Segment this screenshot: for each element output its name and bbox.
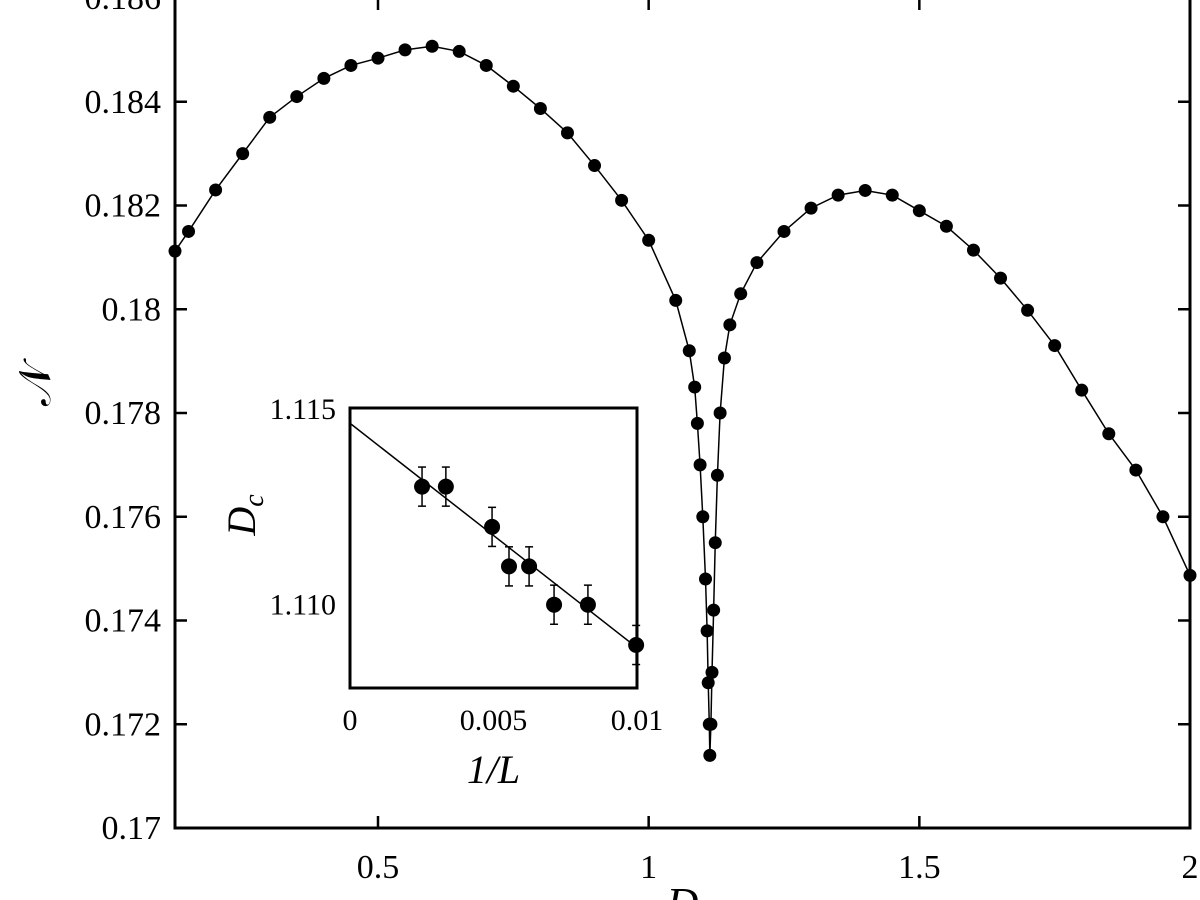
data-point — [209, 183, 223, 197]
data-point — [1102, 427, 1116, 441]
data-point — [710, 468, 724, 482]
y-tick-label: 0.186 — [85, 0, 162, 17]
data-point — [690, 416, 704, 430]
data-point — [708, 536, 722, 550]
x-tick-label: 1.5 — [898, 849, 941, 886]
y-tick-label: 0.172 — [85, 706, 162, 743]
data-point — [703, 748, 717, 762]
data-point — [414, 478, 431, 495]
plot-frame — [348, 406, 639, 690]
data-point — [371, 51, 385, 65]
data-point — [317, 71, 331, 85]
data-point — [831, 188, 845, 202]
data-point — [560, 126, 574, 140]
data-point — [858, 183, 872, 197]
data-point — [533, 101, 547, 115]
data-point — [750, 256, 764, 270]
data-point — [713, 406, 727, 420]
x-tick-label: 0 — [343, 704, 358, 737]
data-point — [700, 624, 714, 638]
y-tick-label: 0.184 — [85, 84, 162, 121]
x-tick-label: 0.005 — [460, 704, 528, 737]
data-point — [734, 287, 748, 301]
y-tick-label: 0.17 — [102, 810, 162, 847]
data-point — [1021, 303, 1035, 317]
x-tick-label: 0.01 — [611, 704, 664, 737]
data-point — [344, 58, 358, 72]
data-point — [1129, 463, 1143, 477]
data-point — [168, 244, 182, 258]
x-axis-label: 1/L — [467, 747, 520, 792]
data-point — [688, 380, 702, 394]
data-point — [966, 243, 980, 257]
data-point — [579, 596, 596, 613]
y-tick-label: 0.176 — [85, 499, 162, 536]
data-point — [693, 458, 707, 472]
data-point — [290, 90, 304, 104]
data-point — [500, 558, 517, 575]
data-point — [437, 478, 454, 495]
data-point — [1075, 383, 1089, 397]
data-point — [885, 188, 899, 202]
data-point — [705, 665, 719, 679]
y-tick-label: 1.115 — [270, 393, 336, 426]
data-point — [628, 636, 645, 653]
x-tick-label: 1 — [640, 849, 657, 886]
data-point — [682, 344, 696, 358]
data-point — [1048, 339, 1062, 353]
data-point — [1156, 510, 1170, 524]
data-point — [717, 351, 731, 365]
data-point — [506, 79, 520, 93]
y-tick-label: 0.174 — [85, 603, 162, 640]
y-tick-label: 0.18 — [102, 291, 162, 328]
y-axis-label-main: D — [219, 507, 264, 537]
x-tick-label: 0.5 — [357, 849, 400, 886]
x-axis-label: D — [666, 879, 699, 900]
y-axis-label: 𝒩 — [11, 358, 60, 406]
data-point — [546, 596, 563, 613]
y-tick-label: 0.182 — [85, 188, 162, 225]
data-point — [804, 201, 818, 215]
data-point — [704, 717, 718, 731]
y-tick-label: 0.178 — [85, 395, 162, 432]
inset-background — [350, 408, 637, 688]
y-axis-label-sub: c — [239, 494, 270, 507]
data-point — [452, 44, 466, 58]
data-point — [777, 224, 791, 238]
x-tick-label: 2 — [1182, 849, 1199, 886]
data-point — [398, 43, 412, 57]
data-point — [669, 293, 683, 307]
data-point — [707, 603, 721, 617]
data-point — [588, 159, 602, 173]
data-point — [1183, 568, 1197, 582]
data-point — [615, 193, 629, 207]
data-point — [912, 204, 926, 218]
data-point — [699, 572, 713, 586]
data-point — [939, 219, 953, 233]
data-point — [521, 558, 538, 575]
data-point — [696, 510, 710, 524]
data-point — [484, 518, 501, 535]
data-point — [723, 318, 737, 332]
data-point — [642, 233, 656, 247]
data-point — [701, 676, 715, 690]
data-point — [263, 110, 277, 124]
y-tick-label: 1.110 — [270, 589, 336, 622]
data-point — [236, 147, 250, 161]
y-axis-label: Dc — [219, 494, 270, 537]
data-point — [479, 58, 493, 72]
data-point — [994, 271, 1008, 285]
data-point — [425, 39, 439, 53]
data-point — [182, 224, 196, 238]
